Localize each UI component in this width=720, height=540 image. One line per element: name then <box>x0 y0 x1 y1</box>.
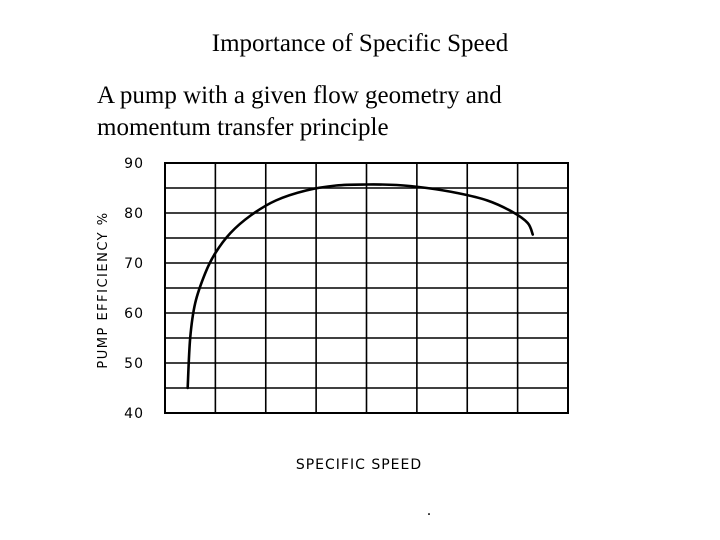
y-tick-label: 40 <box>124 406 144 422</box>
efficiency-curve <box>186 183 535 390</box>
y-tick-label: 90 <box>124 156 144 172</box>
y-tick-label: 50 <box>124 356 144 372</box>
y-tick-label: 70 <box>124 256 144 272</box>
y-axis-label: PUMP EFFICIENCY % <box>96 211 111 368</box>
x-axis-label: SPECIFIC SPEED <box>296 457 422 473</box>
y-tick-label: 80 <box>124 206 144 222</box>
y-tick-label: 60 <box>124 306 144 322</box>
slide-body-text: A pump with a given flow geometry and mo… <box>97 80 697 144</box>
slide-title: Importance of Specific Speed <box>211 30 509 57</box>
footer-mark: . <box>427 502 431 519</box>
body-line-1: A pump with a given flow geometry and <box>97 82 502 109</box>
body-line-2: momentum transfer principle <box>97 114 389 141</box>
